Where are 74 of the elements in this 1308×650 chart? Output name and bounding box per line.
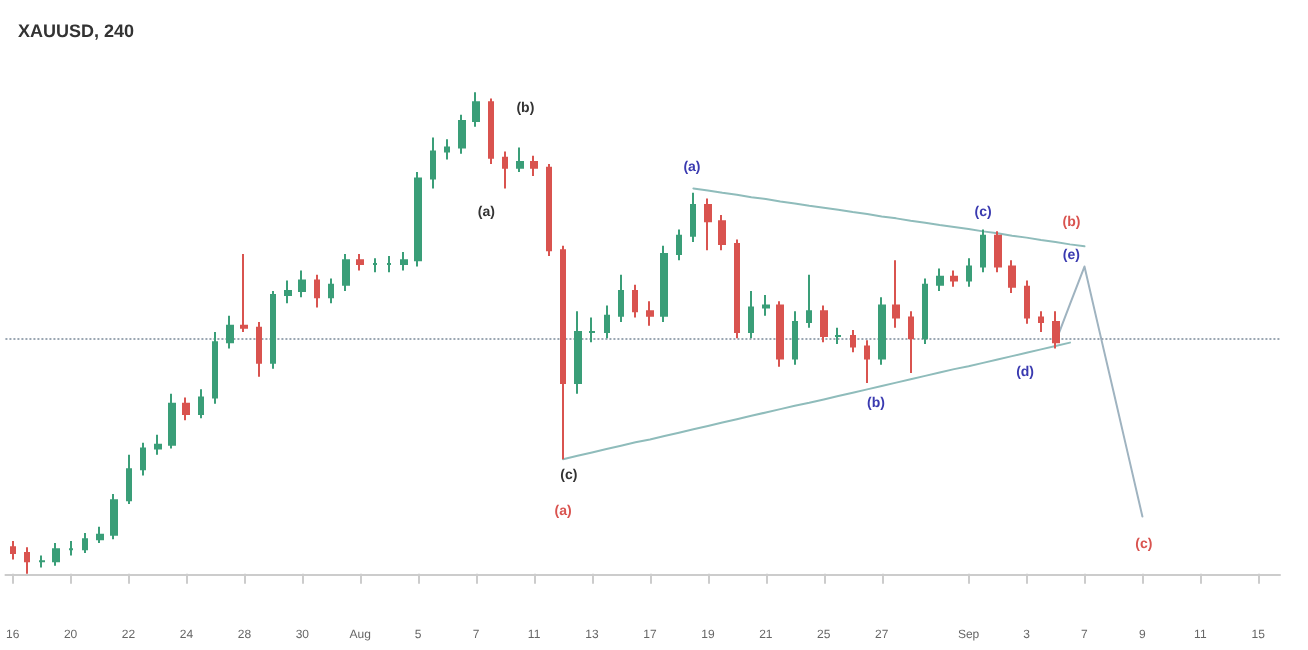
candlestick bbox=[400, 251, 408, 272]
candlestick bbox=[154, 433, 162, 456]
candlestick bbox=[226, 314, 234, 350]
chart-title: XAUUSD, 240 bbox=[18, 21, 135, 41]
candlestick bbox=[516, 146, 524, 174]
candlestick bbox=[734, 238, 740, 340]
candlestick bbox=[82, 531, 88, 555]
candlestick bbox=[646, 300, 654, 327]
candlestick bbox=[356, 253, 364, 272]
candlestick bbox=[762, 293, 770, 317]
candlestick bbox=[96, 525, 104, 545]
candlestick bbox=[676, 228, 682, 262]
candlestick bbox=[458, 113, 466, 155]
candlestick bbox=[314, 273, 320, 309]
candlestick bbox=[922, 277, 928, 346]
candlestick bbox=[850, 329, 856, 354]
candlestick bbox=[604, 304, 610, 340]
candlestick bbox=[372, 257, 378, 274]
candlestick bbox=[748, 290, 754, 340]
candlestick bbox=[52, 542, 60, 567]
candlestick bbox=[994, 230, 1002, 274]
candlestick bbox=[240, 253, 248, 334]
candlestick bbox=[502, 150, 508, 190]
candlestick bbox=[386, 254, 392, 274]
candlestick bbox=[820, 304, 828, 344]
candlestick bbox=[168, 392, 176, 450]
candlestick bbox=[704, 197, 712, 252]
candlestick bbox=[298, 269, 306, 299]
candlestick bbox=[718, 213, 726, 252]
candlestick bbox=[284, 279, 292, 305]
candlestick bbox=[126, 453, 132, 505]
candlestick bbox=[212, 331, 218, 405]
candlestick bbox=[198, 388, 204, 420]
candlestick bbox=[414, 171, 422, 268]
candlestick bbox=[472, 91, 480, 128]
candlestick bbox=[834, 326, 842, 346]
candlestick bbox=[270, 290, 276, 370]
candlestick bbox=[660, 244, 668, 323]
candlestick bbox=[342, 253, 350, 293]
candlestick bbox=[140, 441, 146, 477]
candlestick bbox=[182, 396, 190, 422]
candlestick bbox=[864, 339, 870, 385]
candlestick bbox=[68, 540, 74, 557]
candlestick bbox=[588, 316, 596, 344]
candlestick bbox=[546, 162, 552, 257]
candlestick bbox=[328, 277, 334, 305]
candlestick bbox=[38, 554, 46, 569]
candlestick bbox=[980, 228, 986, 274]
candlestick bbox=[24, 546, 30, 575]
candlestick bbox=[878, 296, 886, 366]
candlestick bbox=[618, 273, 624, 323]
candlestick bbox=[256, 320, 262, 378]
candlestick bbox=[950, 269, 958, 288]
candlestick bbox=[936, 267, 944, 293]
candlestick bbox=[1052, 310, 1060, 350]
candlestick bbox=[444, 138, 450, 161]
candlestick bbox=[110, 492, 118, 541]
candlestick bbox=[690, 191, 696, 243]
candlestick bbox=[560, 244, 566, 461]
candlestick bbox=[792, 310, 798, 366]
candlestick bbox=[530, 154, 538, 177]
candlestick bbox=[632, 283, 638, 319]
candlestick bbox=[488, 97, 494, 165]
candlestick bbox=[1008, 259, 1016, 295]
candlestick bbox=[806, 273, 812, 329]
candlestick bbox=[1038, 310, 1044, 334]
candlestick bbox=[574, 310, 582, 395]
candlestick bbox=[10, 540, 16, 561]
candlestick bbox=[430, 136, 436, 190]
candlestick bbox=[908, 310, 914, 374]
candlestick bbox=[1024, 279, 1030, 325]
candlestick bbox=[966, 257, 972, 288]
candlestick bbox=[892, 259, 900, 329]
candlestick bbox=[776, 300, 784, 368]
